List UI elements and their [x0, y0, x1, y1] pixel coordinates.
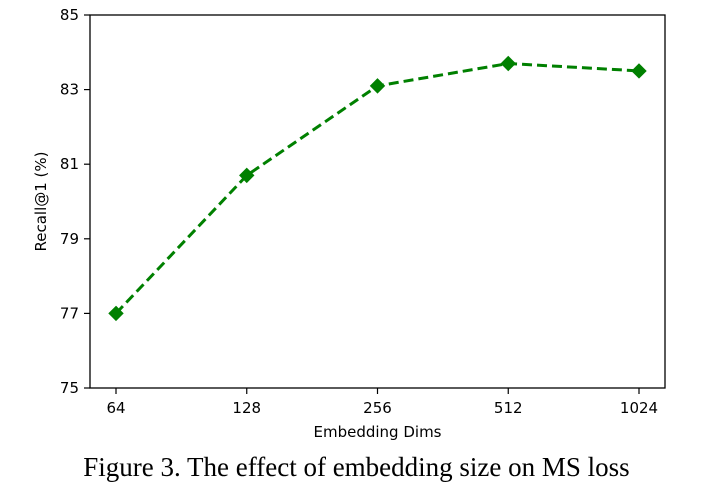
- y-tick-label: 75: [60, 379, 79, 397]
- data-point-marker: [631, 63, 647, 79]
- line-chart: 75 77 79 81 83 85 64 128 256 512 1024 Embedding D…: [32, 6, 666, 441]
- data-point-marker: [108, 305, 124, 322]
- y-axis: 75 77 79 81 83 85: [60, 6, 90, 397]
- plot-frame: [89, 14, 666, 389]
- x-axis: 64 128 256 512 1024: [106, 388, 658, 417]
- x-tick-label: 512: [494, 399, 523, 417]
- y-tick-label: 83: [60, 81, 79, 99]
- x-tick-label: 64: [106, 399, 125, 417]
- y-tick-label: 77: [60, 304, 79, 322]
- x-tick-label: 1024: [620, 399, 658, 417]
- data-point-marker: [369, 78, 386, 94]
- x-axis-label: Embedding Dims: [314, 423, 442, 441]
- series-line: [114, 62, 640, 315]
- series-layer: [108, 55, 647, 322]
- y-tick-label: 79: [60, 230, 79, 248]
- y-axis-label: Recall@1 (%): [32, 151, 50, 251]
- figure-caption: Figure 3. The effect of embedding size o…: [83, 452, 630, 482]
- data-point-marker: [500, 55, 516, 72]
- y-tick-label: 81: [60, 155, 79, 173]
- x-tick-label: 256: [363, 399, 392, 417]
- y-tick-label: 85: [60, 6, 79, 24]
- x-tick-label: 128: [232, 399, 261, 417]
- data-point-marker: [239, 167, 255, 184]
